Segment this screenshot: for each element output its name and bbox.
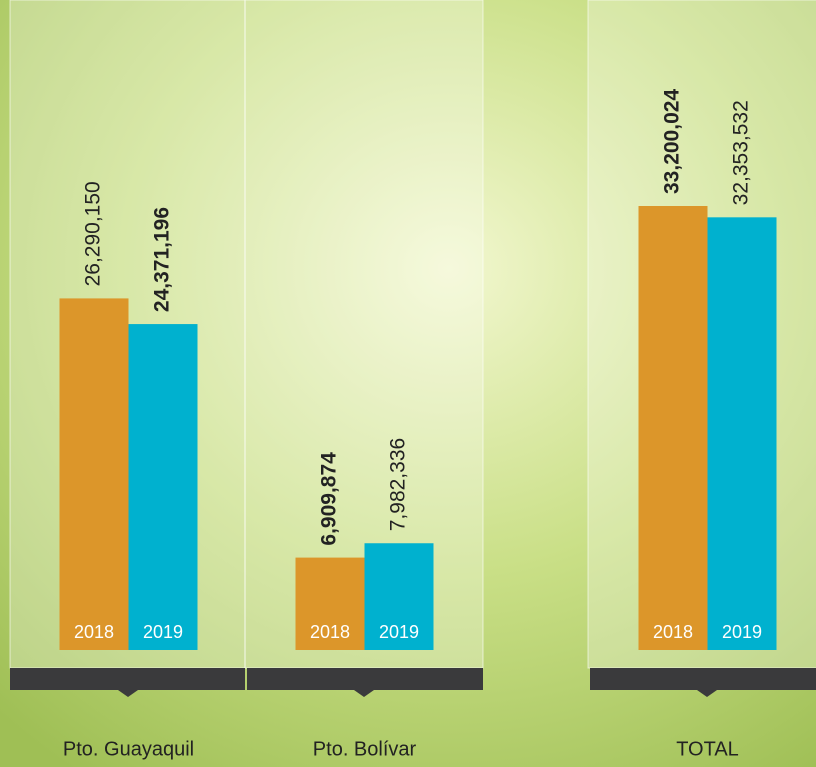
category-label: Pto. Guayaquil [63, 738, 194, 760]
bar [295, 557, 365, 650]
series-label: 2019 [379, 622, 419, 642]
series-label: 2018 [653, 622, 693, 642]
bar [364, 543, 434, 650]
value-label: 24,371,196 [151, 207, 174, 312]
bar [59, 298, 129, 650]
value-label: 33,200,024 [661, 89, 684, 194]
group-bracket [590, 668, 816, 697]
value-label: 6,909,874 [318, 452, 341, 546]
series-label: 2018 [74, 622, 114, 642]
value-label: 32,353,532 [730, 100, 753, 205]
value-label: 7,982,336 [387, 438, 410, 531]
group-bracket [247, 668, 483, 697]
bar [128, 324, 198, 650]
series-label: 2019 [722, 622, 762, 642]
category-label: TOTAL [676, 738, 739, 760]
value-label: 26,290,150 [82, 181, 105, 286]
bar [638, 206, 708, 650]
series-label: 2019 [143, 622, 183, 642]
group-bracket [10, 668, 245, 697]
series-label: 2018 [310, 622, 350, 642]
bar [707, 217, 777, 650]
category-label: Pto. Bolívar [313, 738, 417, 760]
panel [244, 0, 484, 669]
